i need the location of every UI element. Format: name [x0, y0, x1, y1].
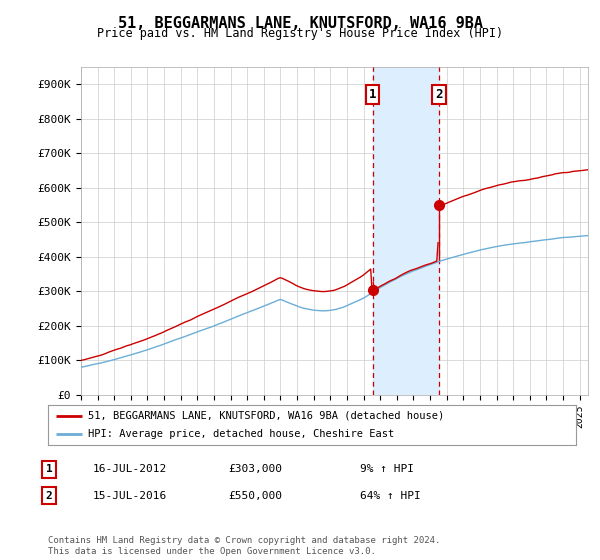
- Text: 51, BEGGARMANS LANE, KNUTSFORD, WA16 9BA: 51, BEGGARMANS LANE, KNUTSFORD, WA16 9BA: [118, 16, 482, 31]
- Text: 1: 1: [369, 88, 376, 101]
- Text: £550,000: £550,000: [228, 491, 282, 501]
- Text: £303,000: £303,000: [228, 464, 282, 474]
- Text: 2: 2: [436, 88, 443, 101]
- Bar: [373, 67, 439, 395]
- Text: 2: 2: [46, 491, 53, 501]
- Text: 64% ↑ HPI: 64% ↑ HPI: [360, 491, 421, 501]
- Text: 16-JUL-2012: 16-JUL-2012: [93, 464, 167, 474]
- Text: Price paid vs. HM Land Registry's House Price Index (HPI): Price paid vs. HM Land Registry's House …: [97, 27, 503, 40]
- Text: 1: 1: [46, 464, 53, 474]
- Text: HPI: Average price, detached house, Cheshire East: HPI: Average price, detached house, Ches…: [88, 430, 394, 439]
- Text: 15-JUL-2016: 15-JUL-2016: [93, 491, 167, 501]
- Text: 51, BEGGARMANS LANE, KNUTSFORD, WA16 9BA (detached house): 51, BEGGARMANS LANE, KNUTSFORD, WA16 9BA…: [88, 411, 444, 421]
- Text: 9% ↑ HPI: 9% ↑ HPI: [360, 464, 414, 474]
- Text: Contains HM Land Registry data © Crown copyright and database right 2024.
This d: Contains HM Land Registry data © Crown c…: [48, 536, 440, 556]
